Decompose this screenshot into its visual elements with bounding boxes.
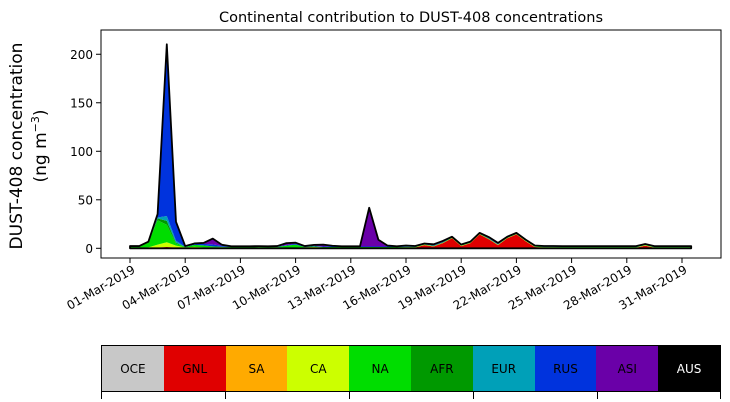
y-axis-unit-sup: −3 [29, 116, 42, 132]
chart-title: Continental contribution to DUST-408 con… [219, 10, 603, 26]
stacked-areas [130, 44, 692, 249]
y-tick-label: 150 [70, 96, 93, 110]
legend-entry-rus: RUS [534, 346, 597, 391]
legend-entry-gnl: GNL [163, 346, 226, 391]
colorbar-tick [225, 392, 226, 399]
y-axis-unit-pre: (ng m [31, 132, 51, 182]
y-axis-unit: (ng m−3) [29, 109, 51, 182]
legend-entry-oce: OCE [102, 346, 164, 391]
y-axis-label: DUST-408 concentration [7, 43, 27, 250]
legend-entry-afr: AFR [410, 346, 473, 391]
colorbar-tick [349, 392, 350, 399]
area-rus [130, 46, 692, 248]
colorbar-ticks [101, 392, 721, 400]
legend-entry-ca: CA [287, 346, 350, 391]
legend-entry-na: NA [349, 346, 411, 391]
colorbar-tick [720, 392, 721, 399]
x-axis: 01-Mar-201904-Mar-201907-Mar-201910-Mar-… [64, 258, 690, 313]
y-axis: 0 50 100 150 200 [70, 48, 101, 256]
colorbar-tick [473, 392, 474, 399]
legend-entry-eur: EUR [472, 346, 535, 391]
y-tick-label: 50 [78, 193, 93, 207]
y-tick-label: 0 [85, 242, 93, 256]
legend-entry-aus: AUS [658, 346, 720, 391]
region-colorbar: OCE GNL SA CA NA AFR EUR RUS ASI AUS [101, 345, 721, 392]
chart-area: Continental contribution to DUST-408 con… [7, 10, 722, 313]
y-axis-label-line1: DUST-408 concentration [7, 43, 27, 250]
area-aus [130, 44, 692, 247]
legend-entry-asi: ASI [596, 346, 659, 391]
colorbar-tick [597, 392, 598, 399]
y-tick-label: 200 [70, 48, 93, 62]
legend-entry-sa: SA [225, 346, 288, 391]
plot-frame [100, 29, 722, 259]
colorbar-tick [101, 392, 102, 399]
total-outline [129, 43, 693, 250]
y-tick-label: 100 [70, 145, 93, 159]
area-asi [130, 44, 692, 247]
y-axis-unit-post: ) [31, 109, 51, 116]
